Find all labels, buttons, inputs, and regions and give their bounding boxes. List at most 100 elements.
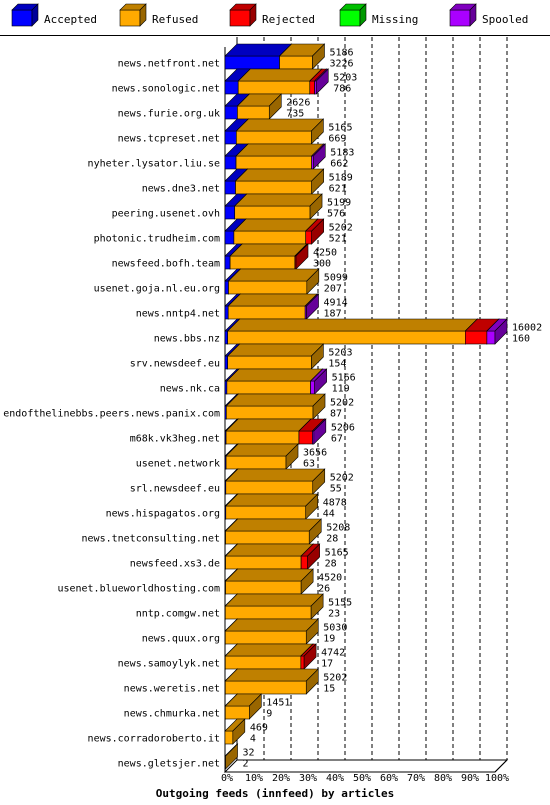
total-label-news-nntp4-net: 4914 [324,298,348,309]
category-label-news-netfront-net: news.netfront.net [118,59,220,70]
bar-news-nk-ca-refused [226,368,324,395]
bar-news-tcpreset-net-accepted-front [224,130,237,145]
category-label-news-dne3-net: news.dne3.net [142,184,220,195]
category-label-srl-newsdeef-eu: srl.newsdeef.eu [130,484,220,495]
bar-photonic-trudheim-com-rejected [305,218,325,245]
total-label-srl-newsdeef-eu: 5202 [330,473,354,484]
bar-news-bbs-nz-refused-front [227,330,466,345]
bar-news-quux-org-refused-top [224,618,319,632]
total-label-news-netfront-net: 5186 [329,48,353,59]
legend-missing-swatch-side [359,3,367,27]
accepted-label-news-weretis-net: 15 [323,684,335,695]
total-label-newsfeed-xs3-de: 5165 [325,548,349,559]
category-label-news-furie-org-uk: news.furie.org.uk [118,109,220,120]
bar-news-corradoroberto-it-refused-side [232,718,246,745]
plot-area: 0% 10% 20% 30% 40% 50% 60% 70% 80% 90% 100% news.ne… [3,37,542,784]
bar-photonic-trudheim-com-refused-front [233,230,307,245]
accepted-label-news-bbs-nz: 160 [512,334,530,345]
bar-endofthelinebbs-peers-news-panix-com-refused-front [226,405,314,420]
legend-accepted-swatch-side [31,3,39,27]
category-label-newsfeed-bofh-team: newsfeed.bofh.team [112,259,220,270]
bar-news-dne3-net-refused-side [311,168,324,195]
bar-news-sonologic-net-spooled [313,68,329,95]
accepted-label-srv-newsdeef-eu: 154 [328,359,346,370]
bar-news-corradoroberto-it-refused [224,718,246,745]
bar-newsfeed-bofh-team-refused-front [229,255,296,270]
category-label-usenet-blueworldhosting-com: usenet.blueworldhosting.com [57,584,220,595]
bar-news-tcpreset-net-refused-top [235,118,325,132]
bar-usenet-goja-nl-eu-org-refused-top [227,268,320,282]
bar-srl-newsdeef-eu-refused-side [312,468,326,495]
bar-news-tnetconsulting-net-refused [224,518,322,545]
bar-news-nk-ca-refused-top [226,368,324,382]
bar-nntp-comgw-net-refused [224,593,324,620]
bar-newsfeed-bofh-team-accepted-front [224,255,231,270]
bar-news-weretis-net-refused [224,668,319,695]
category-label-news-tnetconsulting-net: news.tnetconsulting.net [82,534,220,545]
category-label-news-bbs-nz: news.bbs.nz [154,334,220,345]
bar-news-nntp4-net-refused-front [227,305,306,320]
accepted-label-photonic-trudheim-com: 521 [329,234,347,245]
bar-news-hispagatos-org-refused-side [305,493,319,520]
legend-accepted-swatch-front [11,9,33,27]
legend-missing-swatch-front [339,9,361,27]
bar-photonic-trudheim-com-refused [233,218,319,245]
bar-m68k-vk3heg-net-refused-front [225,430,300,445]
bar-m68k-vk3heg-net-spooled [311,418,327,445]
category-label-m68k-vk3heg-net: m68k.vk3heg.net [130,434,220,445]
bar-usenet-goja-nl-eu-org-refused [227,268,320,295]
category-label-news-nntp4-net: news.nntp4.net [136,309,220,320]
accepted-label-news-quux-org: 19 [323,634,335,645]
bar-news-quux-org-refused [224,618,319,645]
category-label-news-gletsjer-net: news.gletsjer.net [118,759,220,770]
total-label-nyheter-lysator-liu-se: 5183 [330,148,354,159]
bar-photonic-trudheim-com-accepted-front [224,230,235,245]
category-label-news-samoylyk-net: news.samoylyk.net [118,659,220,670]
bar-newsfeed-xs3-de-rejected [300,543,321,570]
total-label-news-furie-org-uk: 2626 [286,98,310,109]
bar-usenet-network-refused-front [225,455,287,470]
bar-news-hispagatos-org-refused-top [225,493,319,507]
bar-news-tnetconsulting-net-refused-front [225,530,310,545]
total-label-usenet-network: 3656 [303,448,327,459]
bar-news-sonologic-net-refused-front [237,80,311,95]
legend-missing-swatch [339,3,367,27]
total-label-news-quux-org: 5030 [323,623,347,634]
bar-news-furie-org-uk-refused-side [268,93,282,120]
category-label-news-tcpreset-net: news.tcpreset.net [118,134,220,145]
total-label-news-tnetconsulting-net: 5208 [326,523,350,534]
bar-usenet-network-refused-side [285,443,299,470]
bar-news-quux-org-refused-front [224,630,307,645]
category-label-news-corradoroberto-it: news.corradoroberto.it [88,734,220,745]
accepted-label-endofthelinebbs-peers-news-panix-com: 87 [330,409,342,420]
bar-peering-usenet-ovh-accepted-front [224,205,236,220]
total-label-nntp-comgw-net: 5155 [328,598,352,609]
bar-usenet-blueworldhosting-com-refused-top [224,568,314,582]
bar-news-sonologic-net-spooled-side [315,68,329,95]
accepted-label-nntp-comgw-net: 23 [328,609,340,620]
bar-newsfeed-xs3-de-refused-top [224,543,314,557]
bar-news-dne3-net-refused-front [235,180,312,195]
legend-rejected-label: Rejected [262,13,315,26]
bar-news-nntp4-net-accepted-front [224,305,229,320]
legend-rejected-swatch-front [229,9,251,27]
category-label-srv-newsdeef-eu: srv.newsdeef.eu [130,359,220,370]
bar-news-gletsjer-net-refused [224,743,239,770]
category-label-news-chmurka-net: news.chmurka.net [124,709,220,720]
bar-news-corradoroberto-it-refused-front [224,730,234,745]
bar-photonic-trudheim-com-rejected-front [305,230,312,245]
x-axis-end [494,759,508,773]
bar-m68k-vk3heg-net-refused-top [225,418,312,432]
x-tick-label-80: 80% [434,773,452,784]
legend-rejected-swatch [229,3,257,27]
bar-news-netfront-net-refused-side [312,43,325,70]
bar-news-dne3-net-refused-top [234,168,325,182]
total-label-newsfeed-bofh-team: 4250 [313,248,337,259]
bar-endofthelinebbs-peers-news-panix-com-refused [225,393,326,420]
x-tick-label-100: 100% [485,773,509,784]
bar-news-sonologic-net-rejected-front [309,80,315,95]
total-label-news-dne3-net: 5189 [329,173,353,184]
bar-newsfeed-xs3-de-refused-front [225,555,302,570]
x-tick-label-70: 70% [407,773,425,784]
